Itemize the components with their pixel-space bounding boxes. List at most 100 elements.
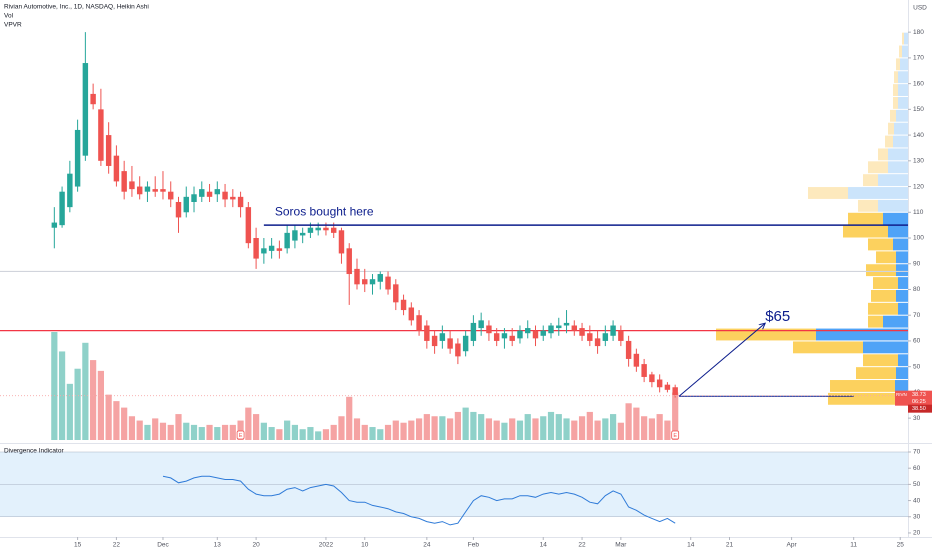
- candle-body: [649, 374, 655, 383]
- candle-body: [633, 353, 640, 367]
- profile-down: [808, 187, 848, 199]
- profile-down: [899, 45, 902, 58]
- profile-down: [868, 315, 883, 328]
- candle-body: [447, 338, 453, 349]
- candle-body: [206, 191, 213, 197]
- symbol-badge: RIVN: [896, 392, 907, 397]
- candle-body: [424, 325, 430, 341]
- candle-body: [82, 63, 89, 156]
- symbol-title: Rivian Automotive, Inc., 1D, NASDAQ, Hei…: [4, 4, 149, 11]
- volume-bar: [470, 411, 477, 440]
- x-tick-label: 24: [423, 542, 431, 549]
- currency-label: USD: [913, 5, 927, 12]
- volume-bar: [144, 424, 151, 440]
- candle-body: [237, 196, 244, 208]
- volume-bar: [641, 416, 648, 440]
- profile-down: [878, 148, 888, 161]
- volume-bar: [105, 394, 112, 440]
- volume-bar: [315, 431, 322, 440]
- volume-bar: [602, 418, 609, 440]
- volume-bar: [516, 420, 524, 440]
- profile-down: [876, 251, 896, 264]
- volume-bar: [74, 368, 81, 440]
- volume-bar: [656, 414, 663, 440]
- volume-bar: [97, 370, 104, 440]
- volume-bar: [206, 424, 213, 440]
- candle-body: [493, 333, 500, 341]
- volume-bar: [547, 411, 555, 440]
- candle-body: [602, 333, 609, 341]
- candle-body: [618, 330, 624, 341]
- volume-bar: [159, 422, 167, 440]
- candle-body: [532, 330, 539, 339]
- volume-bar: [338, 416, 345, 440]
- y-tick-label: 50: [913, 363, 921, 370]
- volume-bar: [90, 360, 97, 440]
- candle-body: [462, 335, 469, 352]
- profile-up: [895, 380, 908, 392]
- profile-down: [893, 96, 898, 109]
- profile-up: [848, 187, 908, 199]
- volume-bar: [578, 416, 586, 440]
- profile-up: [896, 251, 908, 264]
- countdown-label: 06:25: [912, 399, 926, 405]
- volume-bar: [291, 424, 299, 440]
- candle-body: [284, 232, 290, 249]
- x-tick-label: 21: [726, 542, 734, 549]
- x-tick-label: Feb: [468, 542, 480, 549]
- profile-up: [900, 58, 908, 71]
- last-price-label: 38.73: [912, 392, 926, 398]
- x-tick-label: 14: [687, 542, 695, 549]
- candle-body: [144, 186, 151, 192]
- volume-bar: [555, 414, 562, 440]
- volume-legend: Vol: [4, 13, 14, 20]
- profile-up: [888, 161, 908, 174]
- candle-body: [594, 338, 601, 347]
- candle-body: [563, 322, 570, 326]
- candle-body: [478, 320, 484, 329]
- x-tick-label: 22: [578, 542, 586, 549]
- candle-body: [199, 189, 205, 197]
- candle-body: [354, 268, 360, 285]
- profile-down: [868, 161, 888, 174]
- candle-body: [323, 227, 329, 231]
- candle-body: [268, 245, 275, 251]
- volume-bar: [229, 424, 236, 440]
- earnings-marker: [671, 430, 680, 440]
- volume-bar: [260, 422, 267, 440]
- volume-bar: [245, 407, 252, 440]
- x-tick-label: Apr: [787, 542, 798, 549]
- volume-bar: [509, 418, 516, 440]
- volume-bar: [415, 418, 423, 440]
- candle-body: [152, 189, 158, 192]
- candle-body: [74, 129, 81, 187]
- volume-bar: [524, 414, 531, 440]
- volume-bar: [221, 424, 229, 440]
- candle-body: [160, 189, 166, 192]
- profile-down: [843, 225, 888, 238]
- volume-bar: [493, 420, 500, 440]
- candle-body: [338, 230, 345, 254]
- volume-bar: [439, 416, 446, 440]
- candle-body: [292, 230, 298, 241]
- profile-up: [898, 71, 908, 84]
- candle-body: [183, 196, 189, 213]
- profile-up: [894, 122, 908, 135]
- profile-down: [896, 58, 900, 71]
- candle-body: [369, 279, 376, 285]
- earnings-label: E: [239, 433, 243, 439]
- price-badge: [895, 390, 932, 406]
- volume-bar: [447, 418, 454, 440]
- volume-bar: [152, 418, 159, 440]
- volume-bar: [501, 422, 508, 440]
- volume-bar: [431, 416, 438, 440]
- volume-bar: [113, 401, 120, 440]
- candle-body: [393, 284, 399, 303]
- candle-body: [261, 248, 267, 254]
- volume-bar: [307, 427, 314, 440]
- volume-bar: [540, 416, 547, 440]
- y-tick-label: 120: [913, 183, 924, 190]
- candle-body: [276, 248, 283, 251]
- candle-body: [362, 279, 368, 285]
